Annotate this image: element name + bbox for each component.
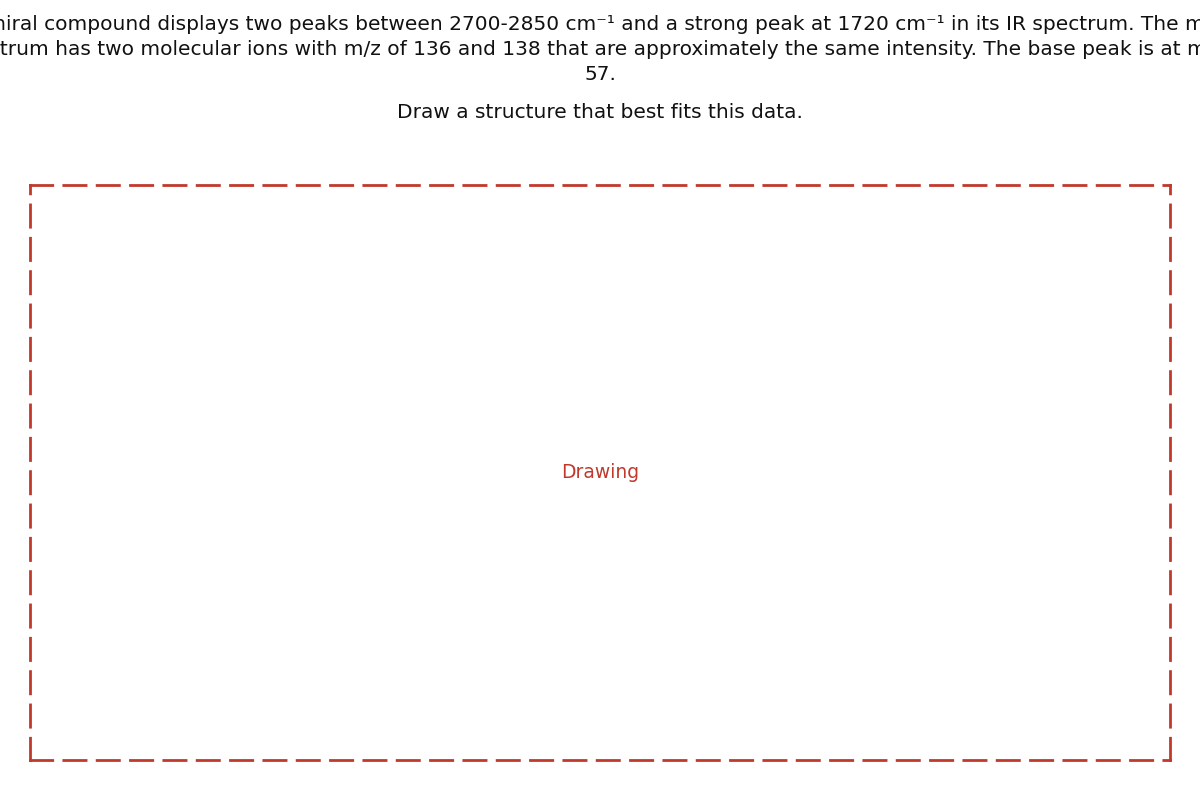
- Text: 57.: 57.: [584, 65, 616, 84]
- Text: Drawing: Drawing: [560, 463, 640, 482]
- Text: A chiral compound displays two peaks between 2700-2850 cm⁻¹ and a strong peak at: A chiral compound displays two peaks bet…: [0, 15, 1200, 34]
- Text: Draw a structure that best fits this data.: Draw a structure that best fits this dat…: [397, 103, 803, 122]
- Text: spectrum has two molecular ions with m/z of 136 and 138 that are approximately t: spectrum has two molecular ions with m/z…: [0, 40, 1200, 59]
